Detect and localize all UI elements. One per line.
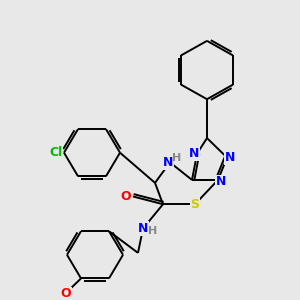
Text: N: N <box>216 176 226 188</box>
Text: Cl: Cl <box>50 146 63 159</box>
Text: O: O <box>121 190 131 203</box>
Text: N: N <box>225 151 235 164</box>
Text: N: N <box>189 147 199 160</box>
Text: N: N <box>163 156 173 169</box>
Text: H: H <box>148 226 158 236</box>
Text: S: S <box>190 198 200 211</box>
Text: H: H <box>172 153 182 163</box>
Text: N: N <box>138 222 148 235</box>
Text: O: O <box>61 287 71 300</box>
